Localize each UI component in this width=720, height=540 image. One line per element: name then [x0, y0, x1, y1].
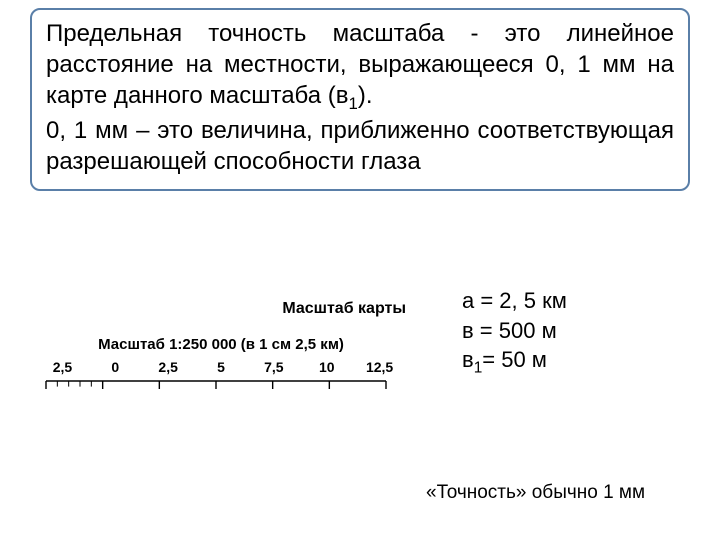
footnote: «Точность» обычно 1 мм: [426, 482, 645, 504]
value-a: а = 2, 5 км: [462, 286, 567, 316]
scale-num: 5: [195, 359, 248, 375]
scale-bar: [36, 377, 406, 395]
scale-num: 2,5: [142, 359, 195, 375]
scale-figure: Масштаб карты Масштаб 1:250 000 (в 1 см …: [36, 300, 406, 395]
scale-num: 0: [89, 359, 142, 375]
scale-num: 2,5: [36, 359, 89, 375]
scale-numbers: 2,5 0 2,5 5 7,5 10 12,5: [36, 359, 406, 375]
values-block: а = 2, 5 км в = 500 м в1= 50 м: [462, 286, 567, 380]
value-b1: в1= 50 м: [462, 345, 567, 379]
scale-num: 10: [300, 359, 353, 375]
scale-caption: Масштаб карты: [36, 300, 406, 318]
definition-box: Предельная точность масштаба - это линей…: [30, 8, 690, 191]
def-sub: 1: [349, 94, 358, 113]
scale-label: Масштаб 1:250 000 (в 1 см 2,5 км): [36, 336, 406, 353]
scale-num: 7,5: [247, 359, 300, 375]
definition-paragraph-2: 0, 1 мм – это величина, приближенно соот…: [46, 115, 674, 177]
definition-paragraph-1: Предельная точность масштаба - это линей…: [46, 18, 674, 115]
scale-bar-svg: [36, 377, 406, 395]
def-text-2: ).: [358, 82, 373, 109]
scale-num: 12,5: [353, 359, 406, 375]
value-b: в = 500 м: [462, 316, 567, 346]
